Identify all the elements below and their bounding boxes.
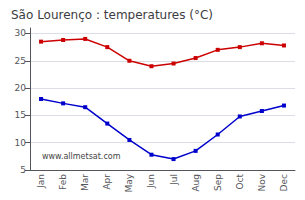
svg-text:www.allmetsat.com: www.allmetsat.com [42,152,121,161]
svg-text:Oct: Oct [235,174,245,190]
svg-text:15: 15 [15,110,26,120]
svg-text:Feb: Feb [58,174,68,190]
svg-text:Sep: Sep [213,174,223,191]
svg-text:25: 25 [15,56,26,66]
svg-text:Dec: Dec [279,174,289,191]
svg-text:Jun: Jun [146,174,156,189]
svg-text:Jul: Jul [169,174,179,186]
svg-text:5: 5 [20,165,26,175]
svg-text:20: 20 [15,83,27,93]
svg-text:Mar: Mar [80,174,90,191]
svg-text:Apr: Apr [102,174,112,190]
svg-text:30: 30 [15,28,27,38]
svg-text:May: May [124,173,134,192]
svg-text:São Lourenço : temperatures (°: São Lourenço : temperatures (°C) [11,8,213,22]
svg-text:Nov: Nov [257,173,267,191]
svg-text:10: 10 [15,138,27,148]
svg-text:Aug: Aug [191,174,201,192]
svg-text:Jan: Jan [36,174,46,189]
